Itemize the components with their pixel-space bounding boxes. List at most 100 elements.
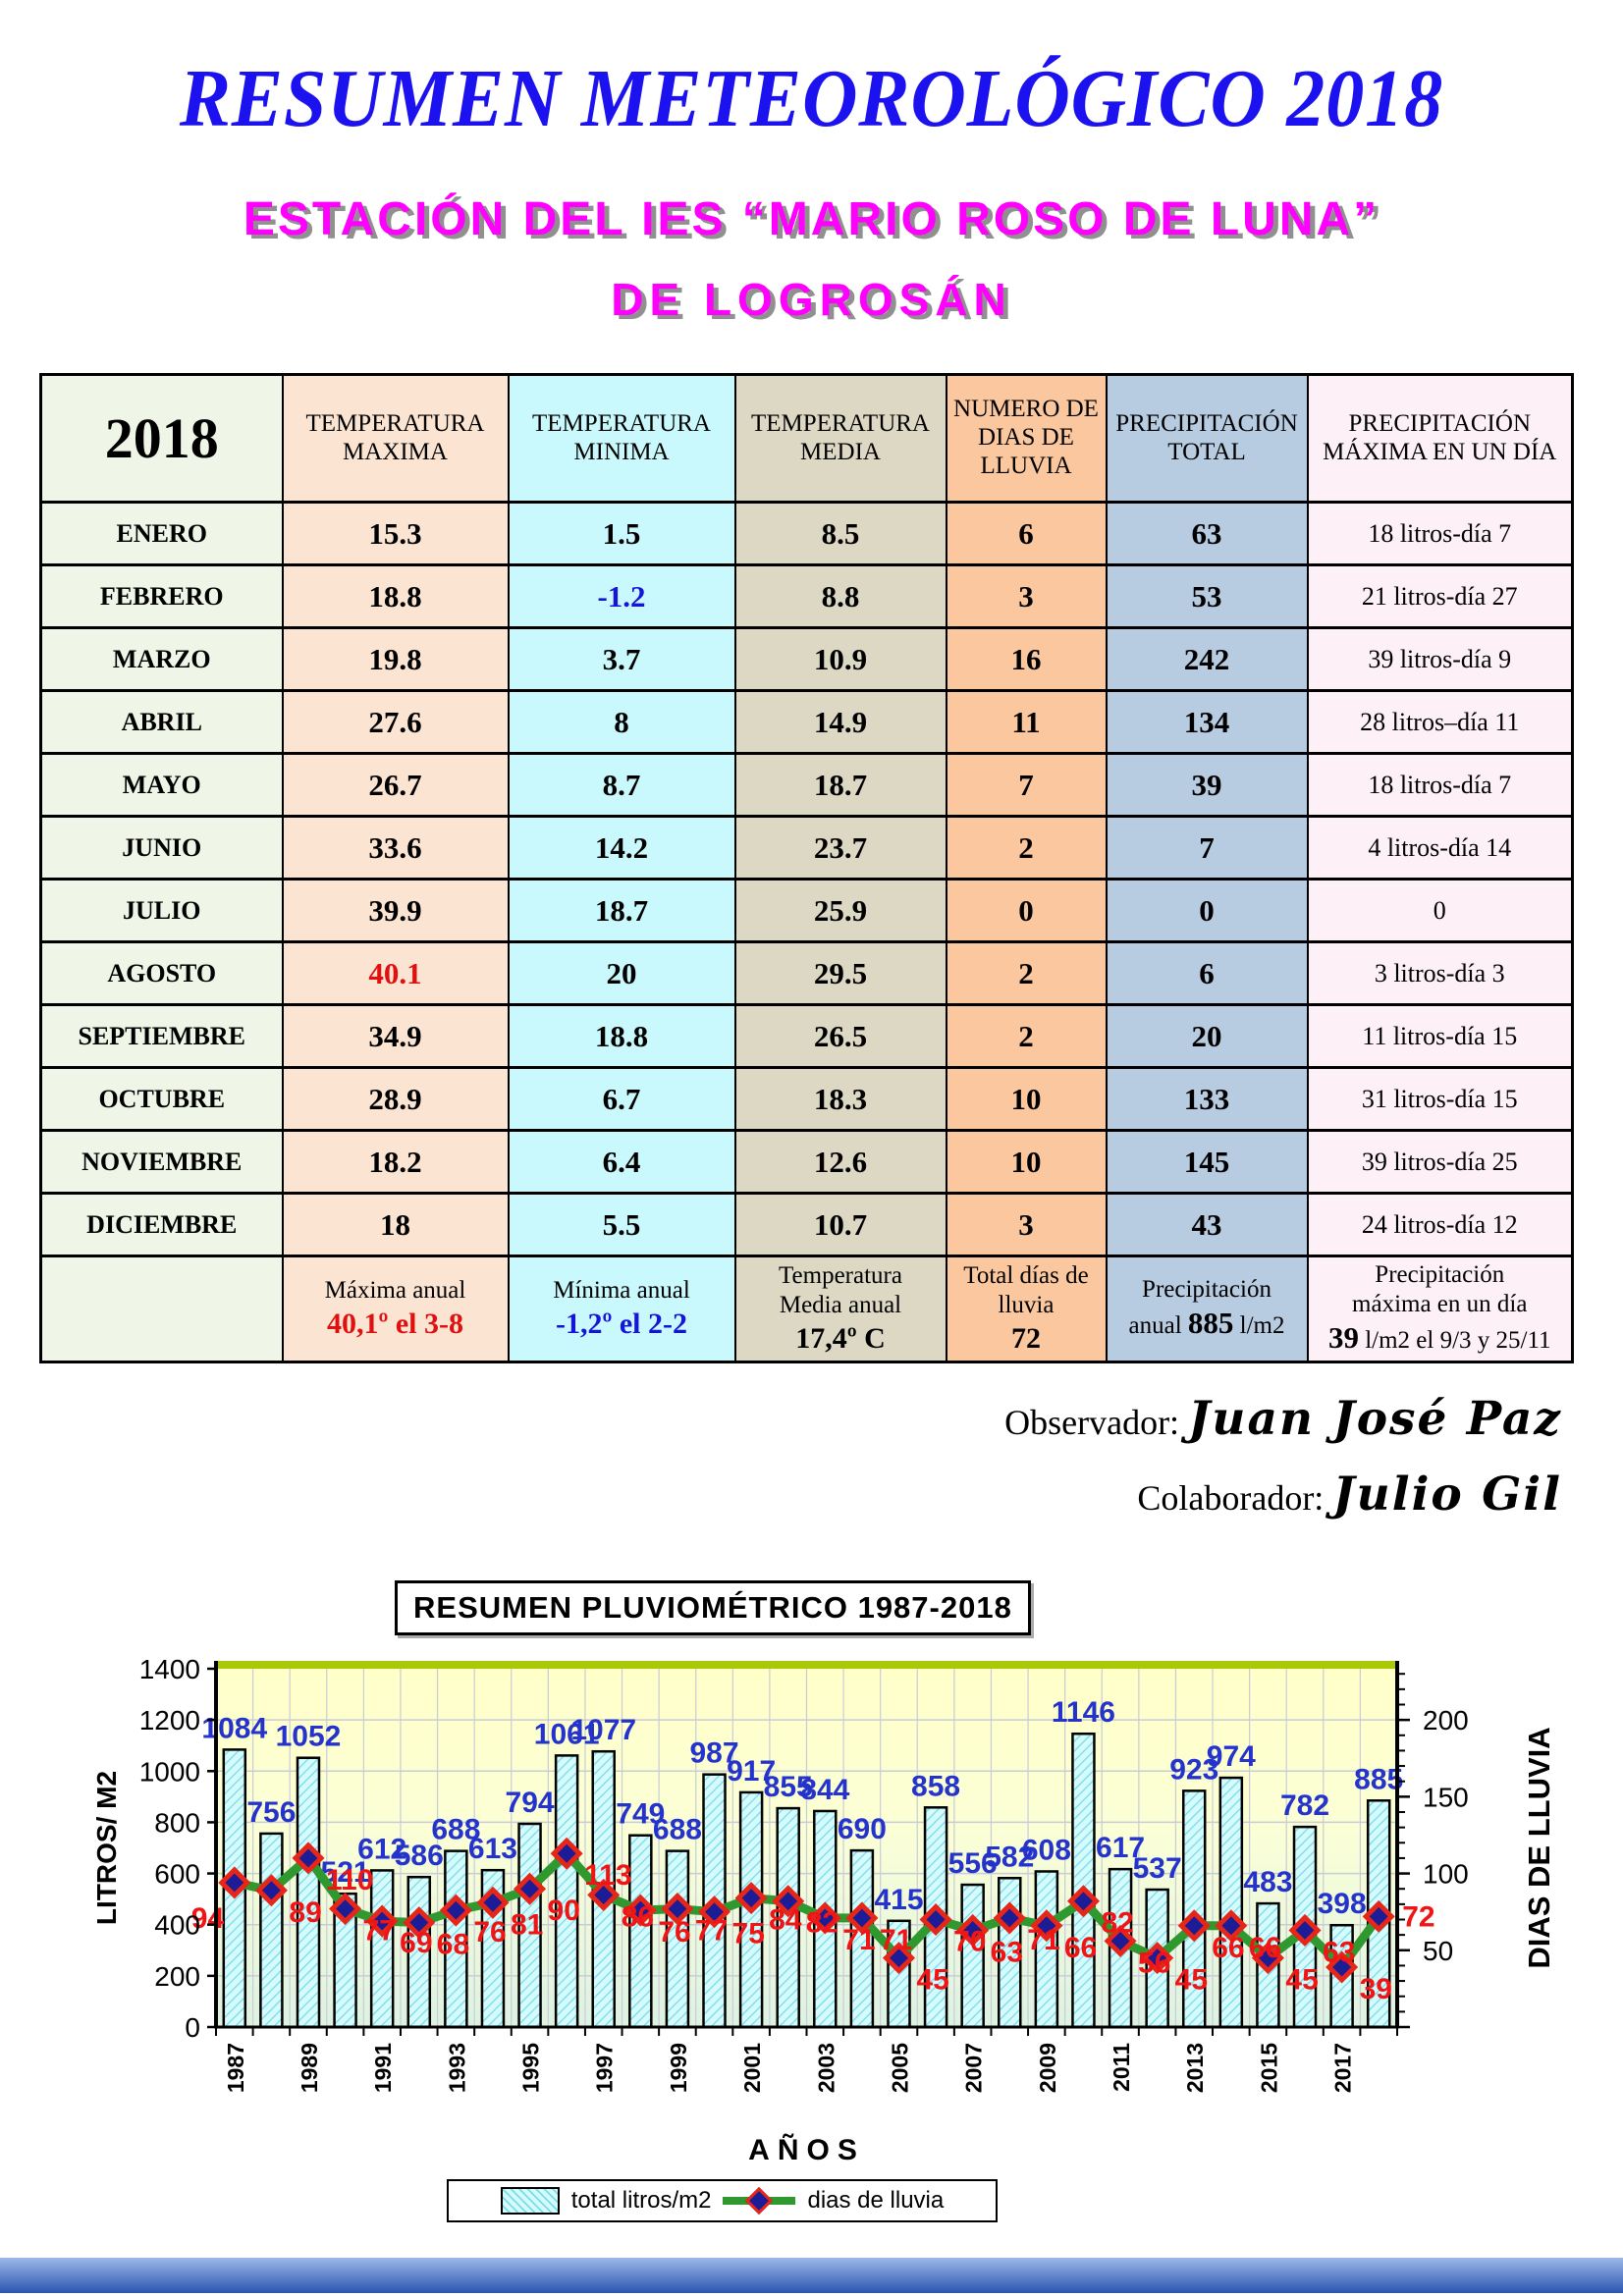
table-cell-dias: 2 <box>945 815 1107 880</box>
x-tick-label: 2017 <box>1330 2043 1356 2093</box>
table-cell-pmax: 24 litros-día 12 <box>1306 1192 1573 1256</box>
table-cell-min: 20 <box>507 940 735 1005</box>
days-value-label: 82 <box>1101 1907 1133 1940</box>
bar-2014 <box>1218 1776 1244 2029</box>
table-cell-min: 18.8 <box>507 1003 735 1068</box>
point-2012 <box>1141 1942 1174 1975</box>
table-cell-min: 6.7 <box>507 1066 735 1131</box>
bar-value-label: 923 <box>1169 1753 1218 1786</box>
table-cell-dias: 11 <box>945 689 1107 754</box>
table-cell-dias: 0 <box>945 878 1107 942</box>
days-value-label: 71 <box>842 1924 875 1956</box>
bar-value-label: 398 <box>1318 1888 1367 1920</box>
footer-label: Precipitación <box>1375 1261 1505 1289</box>
footer-value: 40,1º el 3-8 <box>326 1307 464 1340</box>
bar-1989 <box>296 1756 321 2029</box>
observer-line: Observador: Juan José Paz <box>1004 1392 1562 1446</box>
table-cell-min: 6.4 <box>507 1129 735 1194</box>
right-tick-label: 50 <box>1423 1936 1453 1966</box>
table-cell-dias: 2 <box>945 940 1107 1005</box>
left-tick-label: 800 <box>154 1807 200 1838</box>
footer-value: -1,2º el 2-2 <box>555 1307 688 1340</box>
bar-value-label: 794 <box>506 1787 555 1819</box>
column-header: TEMPERATURA MAXIMA <box>281 373 509 503</box>
bar-value-label: 858 <box>911 1770 960 1802</box>
table-cell-media: 14.9 <box>733 689 947 754</box>
year-header: 2018 <box>39 373 283 503</box>
table-row: JULIO 39.9 18.7 25.9 0 0 0 <box>39 878 1573 942</box>
footer-value: 39 l/m2 el 9/3 y 25/11 <box>1327 1320 1551 1356</box>
table-cell-max: 18 <box>281 1192 509 1256</box>
point-2015 <box>1251 1942 1284 1975</box>
table-row: DICIEMBRE 18 5.5 10.7 3 43 24 litros-día 12 <box>39 1192 1573 1256</box>
point-1993 <box>439 1894 472 1927</box>
table-cell-month: JUNIO <box>39 815 283 880</box>
table-cell-media: 10.9 <box>733 626 947 691</box>
footer-label: Media anual <box>779 1291 902 1318</box>
bar-value-label: 608 <box>1022 1834 1071 1866</box>
bar-value-label: 586 <box>395 1840 444 1872</box>
footer-label: máxima en un día <box>1352 1291 1528 1318</box>
days-value-label: 113 <box>584 1859 631 1892</box>
table-cell-month: ABRIL <box>39 689 283 754</box>
bar-value-label: 537 <box>1133 1852 1182 1885</box>
x-tick-label: 2005 <box>887 2043 912 2093</box>
table-cell-max: 18.2 <box>281 1129 509 1194</box>
pluviometric-chart: 1084756105252161258668861379410611077749… <box>91 1654 1556 2166</box>
footer-value: anual 885 l/m2 <box>1128 1306 1285 1341</box>
footer-cell: Máxima anual 40,1º el 3-8 <box>281 1255 509 1362</box>
credits-block: Observador: Juan José Paz Colaborador: J… <box>1004 1392 1562 1543</box>
table-cell-total: 7 <box>1105 815 1308 880</box>
table-cell-min: 8.7 <box>507 752 735 817</box>
point-2004 <box>845 1901 879 1935</box>
bar-value-label: 613 <box>468 1833 517 1865</box>
footer-cell: Precipitación máxima en un día 39 l/m2 el … <box>1306 1255 1573 1362</box>
table-cell-max: 26.7 <box>281 752 509 817</box>
x-axis-title: AÑOS <box>748 2133 865 2166</box>
column-header: NUMERO DE DIAS DE LLUVIA <box>945 373 1107 503</box>
legend-line-label: dias de lluvia <box>807 2187 945 2214</box>
bar-value-label: 556 <box>948 1847 998 1880</box>
days-value-label: 84 <box>769 1904 802 1937</box>
table-row: JUNIO 33.6 14.2 23.7 2 7 4 litros-día 14 <box>39 815 1573 880</box>
table-cell-media: 18.7 <box>733 752 947 817</box>
table-cell-pmax: 39 litros-día 25 <box>1306 1129 1573 1194</box>
point-2014 <box>1215 1909 1248 1943</box>
table-cell-min: 18.7 <box>507 878 735 942</box>
footer-cell: Precipitación anual 885 l/m2 <box>1105 1255 1308 1362</box>
x-tick-label: 2011 <box>1109 2043 1134 2092</box>
point-1995 <box>514 1872 547 1905</box>
right-tick-label: 200 <box>1423 1705 1469 1735</box>
point-2011 <box>1104 1924 1137 1957</box>
table-cell-media: 10.7 <box>733 1192 947 1256</box>
point-1992 <box>403 1906 436 1940</box>
point-2002 <box>772 1885 805 1918</box>
table-cell-max: 15.3 <box>281 501 509 565</box>
table-cell-total: 20 <box>1105 1003 1308 1068</box>
table-cell-min: 14.2 <box>507 815 735 880</box>
bar-value-label: 1052 <box>276 1721 342 1753</box>
table-row: ABRIL 27.6 8 14.9 11 134 28 litros–día 11 <box>39 689 1573 754</box>
days-value-label: 45 <box>1285 1964 1318 1997</box>
table-cell-total: 63 <box>1105 501 1308 565</box>
point-1989 <box>292 1842 325 1875</box>
table-cell-month: ENERO <box>39 501 283 565</box>
point-2001 <box>734 1882 768 1915</box>
table-cell-min: 1.5 <box>507 501 735 565</box>
days-value-label: 66 <box>1249 1932 1281 1964</box>
table-row: MARZO 19.8 3.7 10.9 16 242 39 litros-día 9 <box>39 626 1573 691</box>
table-cell-media: 26.5 <box>733 1003 947 1068</box>
bar-value-label: 1077 <box>570 1714 636 1746</box>
point-2007 <box>956 1913 990 1947</box>
point-1998 <box>623 1894 657 1927</box>
table-cell-pmax: 0 <box>1306 878 1573 942</box>
x-tick-label: 1997 <box>592 2043 618 2093</box>
table-cell-media: 12.6 <box>733 1129 947 1194</box>
observer-name: Juan José Paz <box>1188 1392 1562 1446</box>
table-cell-pmax: 28 litros–día 11 <box>1306 689 1573 754</box>
bar-1988 <box>259 1832 284 2029</box>
point-2000 <box>697 1896 731 1929</box>
footer-value: 72 <box>1011 1321 1041 1355</box>
table-cell-total: 39 <box>1105 752 1308 817</box>
